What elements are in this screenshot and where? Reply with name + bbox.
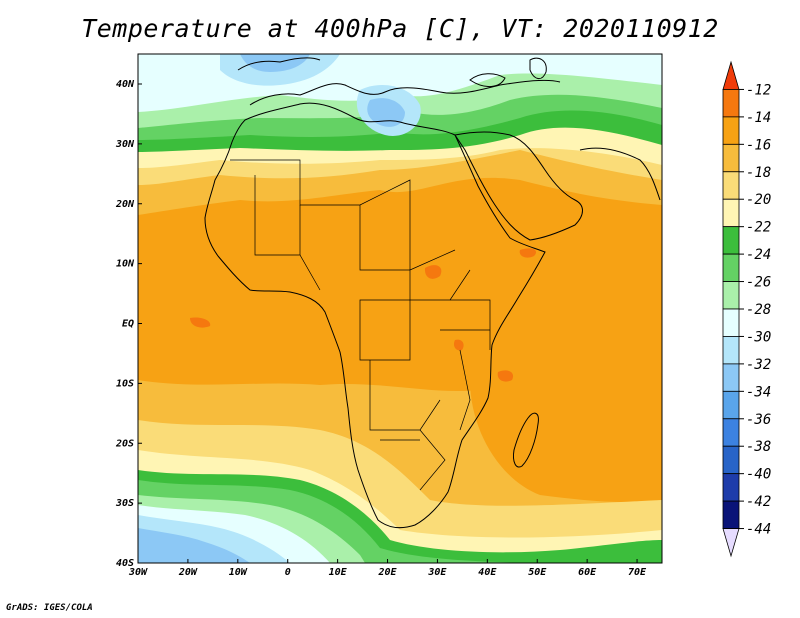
map-title: Temperature at 400hPa [C], VT: 202011091… — [81, 14, 719, 43]
lon-tick-label: 70E — [628, 567, 647, 578]
colorbar-label: -18 — [746, 165, 771, 181]
colorbar-label: -28 — [746, 302, 771, 318]
colorbar-swatch — [722, 500, 740, 529]
colorbar-label: -40 — [746, 467, 771, 483]
lat-tick-label: 10N — [116, 259, 135, 270]
colorbar-swatch — [722, 116, 740, 145]
colorbar-swatch — [722, 390, 740, 420]
lon-tick-label: 10W — [229, 567, 248, 578]
colorbar-swatch — [722, 226, 740, 255]
lat-tick-label: 20N — [115, 199, 135, 210]
colorbar-swatch — [722, 308, 740, 337]
lat-tick-label: EQ — [122, 319, 134, 330]
colorbar: -12 -14 -16 -18 -20 -22 -24 -26 -28 -30 -32 -34 -36 -… — [722, 60, 771, 558]
colorbar-label: -26 — [746, 275, 771, 291]
colorbar-swatch — [722, 418, 740, 447]
lon-tick-label: 50E — [528, 567, 547, 578]
grads-credit: GrADS: IGES/COLA — [6, 603, 93, 613]
lat-tick-label: 20S — [115, 438, 134, 449]
colorbar-bottom-arrow — [722, 528, 740, 558]
lon-tick-label: 30W — [128, 567, 148, 578]
colorbar-swatch — [722, 445, 740, 475]
country-borders — [230, 159, 491, 491]
lon-tick-label: 60E — [578, 567, 597, 578]
colorbar-label: -12 — [746, 82, 771, 98]
colorbar-label: -34 — [746, 384, 771, 400]
colorbar-label: -20 — [746, 192, 771, 208]
lon-tick-label: 20W — [178, 567, 198, 578]
colorbar-swatch — [722, 336, 740, 365]
lon-tick-label: 20E — [377, 567, 397, 578]
colorbar-label: -30 — [746, 329, 771, 345]
colorbar-swatch — [722, 143, 740, 173]
lon-tick-label: 0 — [285, 567, 291, 578]
longitude-tick-labels: 30W 20W 10W 0 10E 20E 30E 40E 50E 60E 70E — [128, 559, 647, 578]
colorbar-label: -24 — [746, 247, 771, 263]
lat-tick-label: 10S — [116, 378, 134, 389]
latitude-tick-labels: 40N 30N 20N 10N EQ 10S 20S 30S 40S — [115, 79, 142, 569]
lon-tick-label: 30E — [427, 567, 447, 578]
colorbar-label: -38 — [746, 439, 771, 455]
colorbar-label: -22 — [746, 220, 771, 236]
colorbar-label: -16 — [746, 137, 771, 153]
lon-tick-label: 10E — [329, 567, 348, 578]
colorbar-label: -36 — [746, 412, 771, 428]
colorbar-swatch — [722, 473, 740, 502]
colorbar-swatch — [722, 89, 740, 118]
colorbar-label: -44 — [746, 522, 771, 538]
colorbar-label: -32 — [746, 357, 771, 373]
lat-tick-label: 30N — [115, 139, 135, 150]
colorbar-label: -14 — [746, 110, 771, 126]
colorbar-swatch — [722, 198, 740, 228]
colorbar-swatch — [722, 363, 740, 392]
temperature-field — [138, 54, 662, 563]
lat-tick-label: 40N — [116, 79, 135, 90]
coastlines — [204, 57, 661, 529]
lat-tick-label: 40S — [116, 558, 134, 569]
lon-tick-label: 40E — [478, 567, 497, 578]
map-frame — [137, 53, 663, 564]
colorbar-swatch — [722, 281, 740, 310]
colorbar-label: -42 — [746, 494, 771, 510]
colorbar-swatch — [722, 253, 740, 282]
colorbar-top-arrow — [722, 60, 740, 90]
colorbar-swatch — [722, 171, 740, 200]
lat-tick-label: 30S — [115, 498, 134, 509]
